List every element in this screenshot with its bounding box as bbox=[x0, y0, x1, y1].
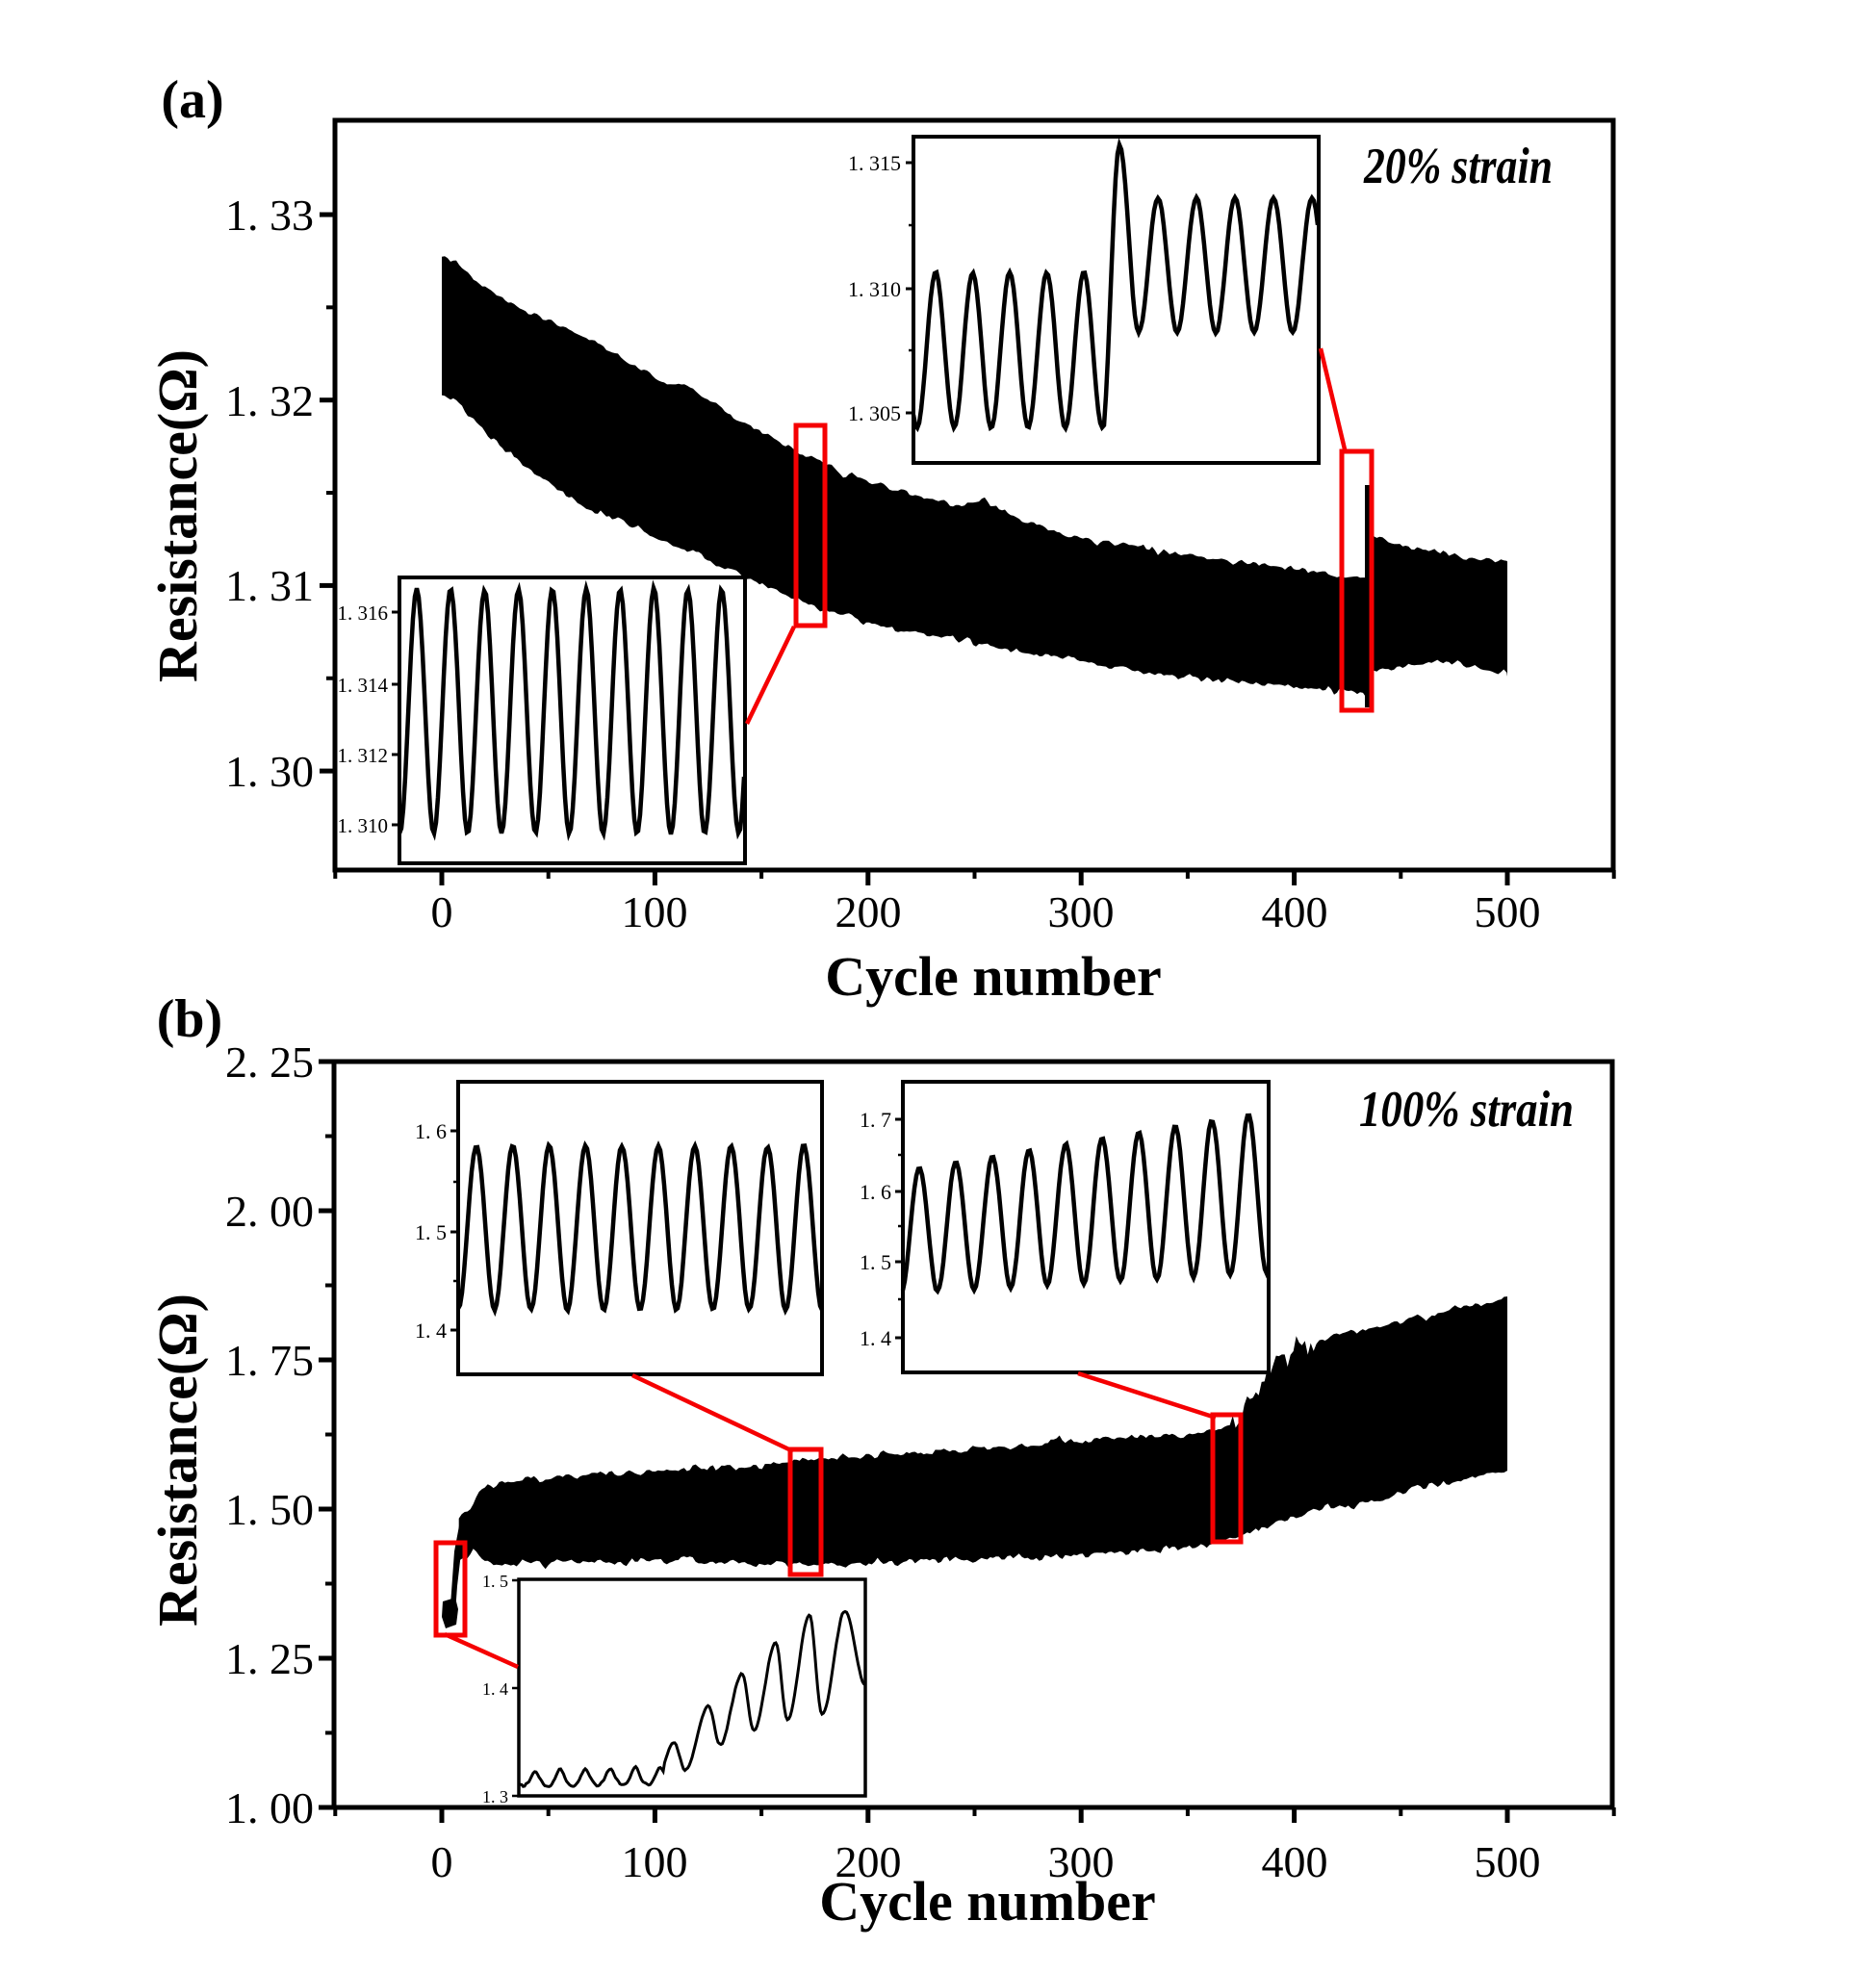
svg-text:1. 6: 1. 6 bbox=[415, 1119, 447, 1143]
svg-text:1. 00: 1. 00 bbox=[225, 1783, 314, 1832]
svg-text:1. 50: 1. 50 bbox=[225, 1485, 314, 1534]
svg-text:(b): (b) bbox=[157, 989, 222, 1049]
svg-text:20% strain: 20% strain bbox=[1363, 139, 1553, 194]
svg-text:1. 30: 1. 30 bbox=[225, 747, 314, 796]
svg-text:1. 316: 1. 316 bbox=[338, 602, 389, 625]
svg-text:1. 312: 1. 312 bbox=[338, 744, 389, 767]
svg-text:2. 00: 2. 00 bbox=[225, 1187, 314, 1236]
svg-text:200: 200 bbox=[835, 1837, 902, 1886]
svg-text:1. 32: 1. 32 bbox=[225, 376, 314, 425]
svg-text:1. 315: 1. 315 bbox=[848, 151, 901, 175]
svg-text:300: 300 bbox=[1048, 887, 1115, 936]
svg-text:500: 500 bbox=[1475, 887, 1541, 936]
svg-text:1. 33: 1. 33 bbox=[225, 191, 314, 240]
svg-text:1. 6: 1. 6 bbox=[860, 1180, 891, 1204]
svg-text:100% strain: 100% strain bbox=[1359, 1082, 1574, 1138]
svg-text:1. 4: 1. 4 bbox=[415, 1319, 447, 1343]
svg-text:Resistance(Ω): Resistance(Ω) bbox=[146, 349, 209, 682]
svg-text:Cycle number: Cycle number bbox=[825, 945, 1162, 1008]
svg-text:1. 3: 1. 3 bbox=[482, 1787, 508, 1806]
svg-text:Cycle number: Cycle number bbox=[819, 1870, 1156, 1933]
svg-text:1. 310: 1. 310 bbox=[338, 814, 389, 837]
svg-text:1. 75: 1. 75 bbox=[225, 1336, 314, 1385]
svg-text:Resistance(Ω): Resistance(Ω) bbox=[146, 1293, 209, 1626]
svg-text:500: 500 bbox=[1475, 1837, 1541, 1886]
svg-text:0: 0 bbox=[431, 887, 453, 936]
svg-text:(a): (a) bbox=[161, 70, 223, 130]
svg-text:1. 7: 1. 7 bbox=[860, 1108, 891, 1132]
svg-text:1. 4: 1. 4 bbox=[482, 1679, 508, 1699]
svg-text:1. 5: 1. 5 bbox=[482, 1572, 508, 1591]
svg-text:1. 310: 1. 310 bbox=[848, 277, 901, 301]
svg-text:300: 300 bbox=[1048, 1837, 1115, 1886]
svg-text:1. 5: 1. 5 bbox=[415, 1220, 447, 1244]
svg-text:0: 0 bbox=[431, 1837, 453, 1886]
svg-text:400: 400 bbox=[1262, 887, 1328, 936]
svg-text:1. 305: 1. 305 bbox=[848, 401, 901, 425]
svg-text:1. 4: 1. 4 bbox=[860, 1326, 891, 1350]
svg-text:1. 5: 1. 5 bbox=[860, 1250, 891, 1274]
svg-text:200: 200 bbox=[835, 887, 902, 936]
svg-text:400: 400 bbox=[1262, 1837, 1328, 1886]
svg-text:2. 25: 2. 25 bbox=[225, 1037, 314, 1087]
svg-text:1. 25: 1. 25 bbox=[225, 1634, 314, 1683]
svg-text:100: 100 bbox=[622, 1837, 688, 1886]
svg-text:1. 31: 1. 31 bbox=[225, 561, 314, 610]
svg-text:100: 100 bbox=[622, 887, 688, 936]
svg-text:1. 314: 1. 314 bbox=[338, 674, 389, 697]
